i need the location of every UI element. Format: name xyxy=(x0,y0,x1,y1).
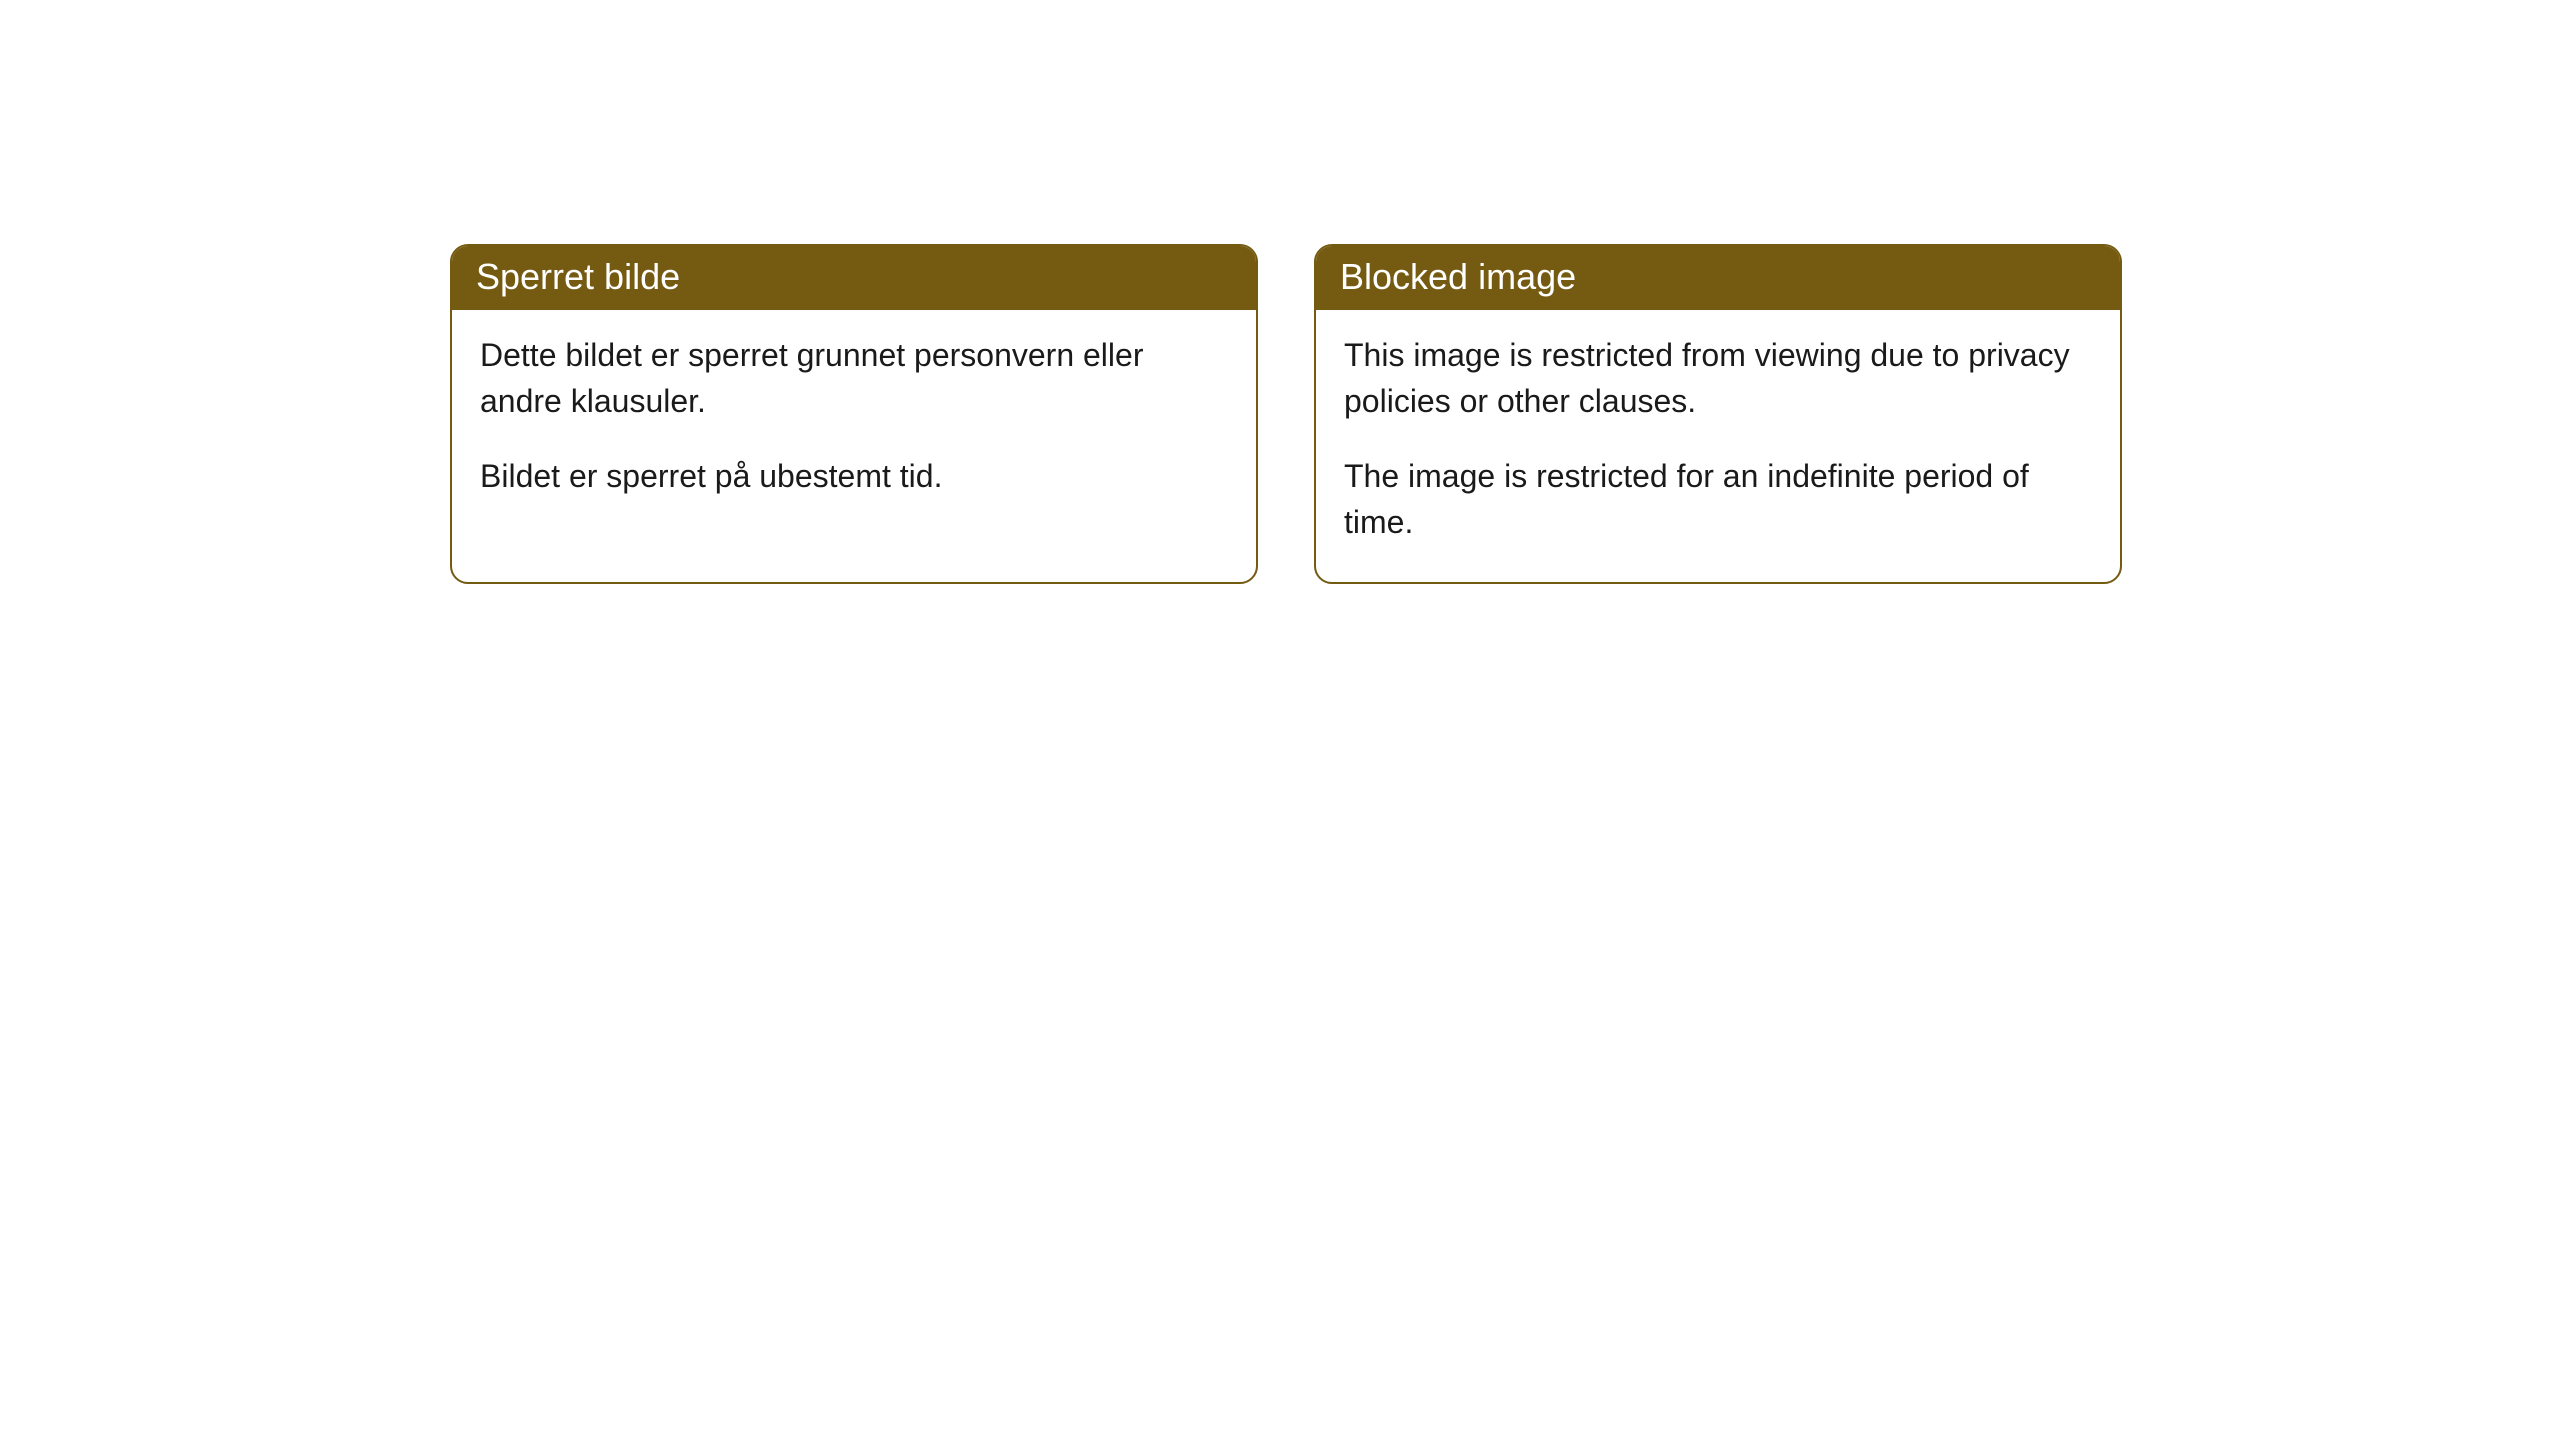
card-paragraph: Dette bildet er sperret grunnet personve… xyxy=(480,332,1228,425)
card-body: This image is restricted from viewing du… xyxy=(1316,310,2120,582)
card-body: Dette bildet er sperret grunnet personve… xyxy=(452,310,1256,535)
card-paragraph: Bildet er sperret på ubestemt tid. xyxy=(480,453,1228,499)
card-paragraph: The image is restricted for an indefinit… xyxy=(1344,453,2092,546)
card-header: Blocked image xyxy=(1316,246,2120,310)
notice-cards-container: Sperret bilde Dette bildet er sperret gr… xyxy=(450,244,2122,584)
notice-card-english: Blocked image This image is restricted f… xyxy=(1314,244,2122,584)
notice-card-norwegian: Sperret bilde Dette bildet er sperret gr… xyxy=(450,244,1258,584)
card-title: Sperret bilde xyxy=(476,256,680,297)
card-title: Blocked image xyxy=(1340,256,1576,297)
card-paragraph: This image is restricted from viewing du… xyxy=(1344,332,2092,425)
card-header: Sperret bilde xyxy=(452,246,1256,310)
